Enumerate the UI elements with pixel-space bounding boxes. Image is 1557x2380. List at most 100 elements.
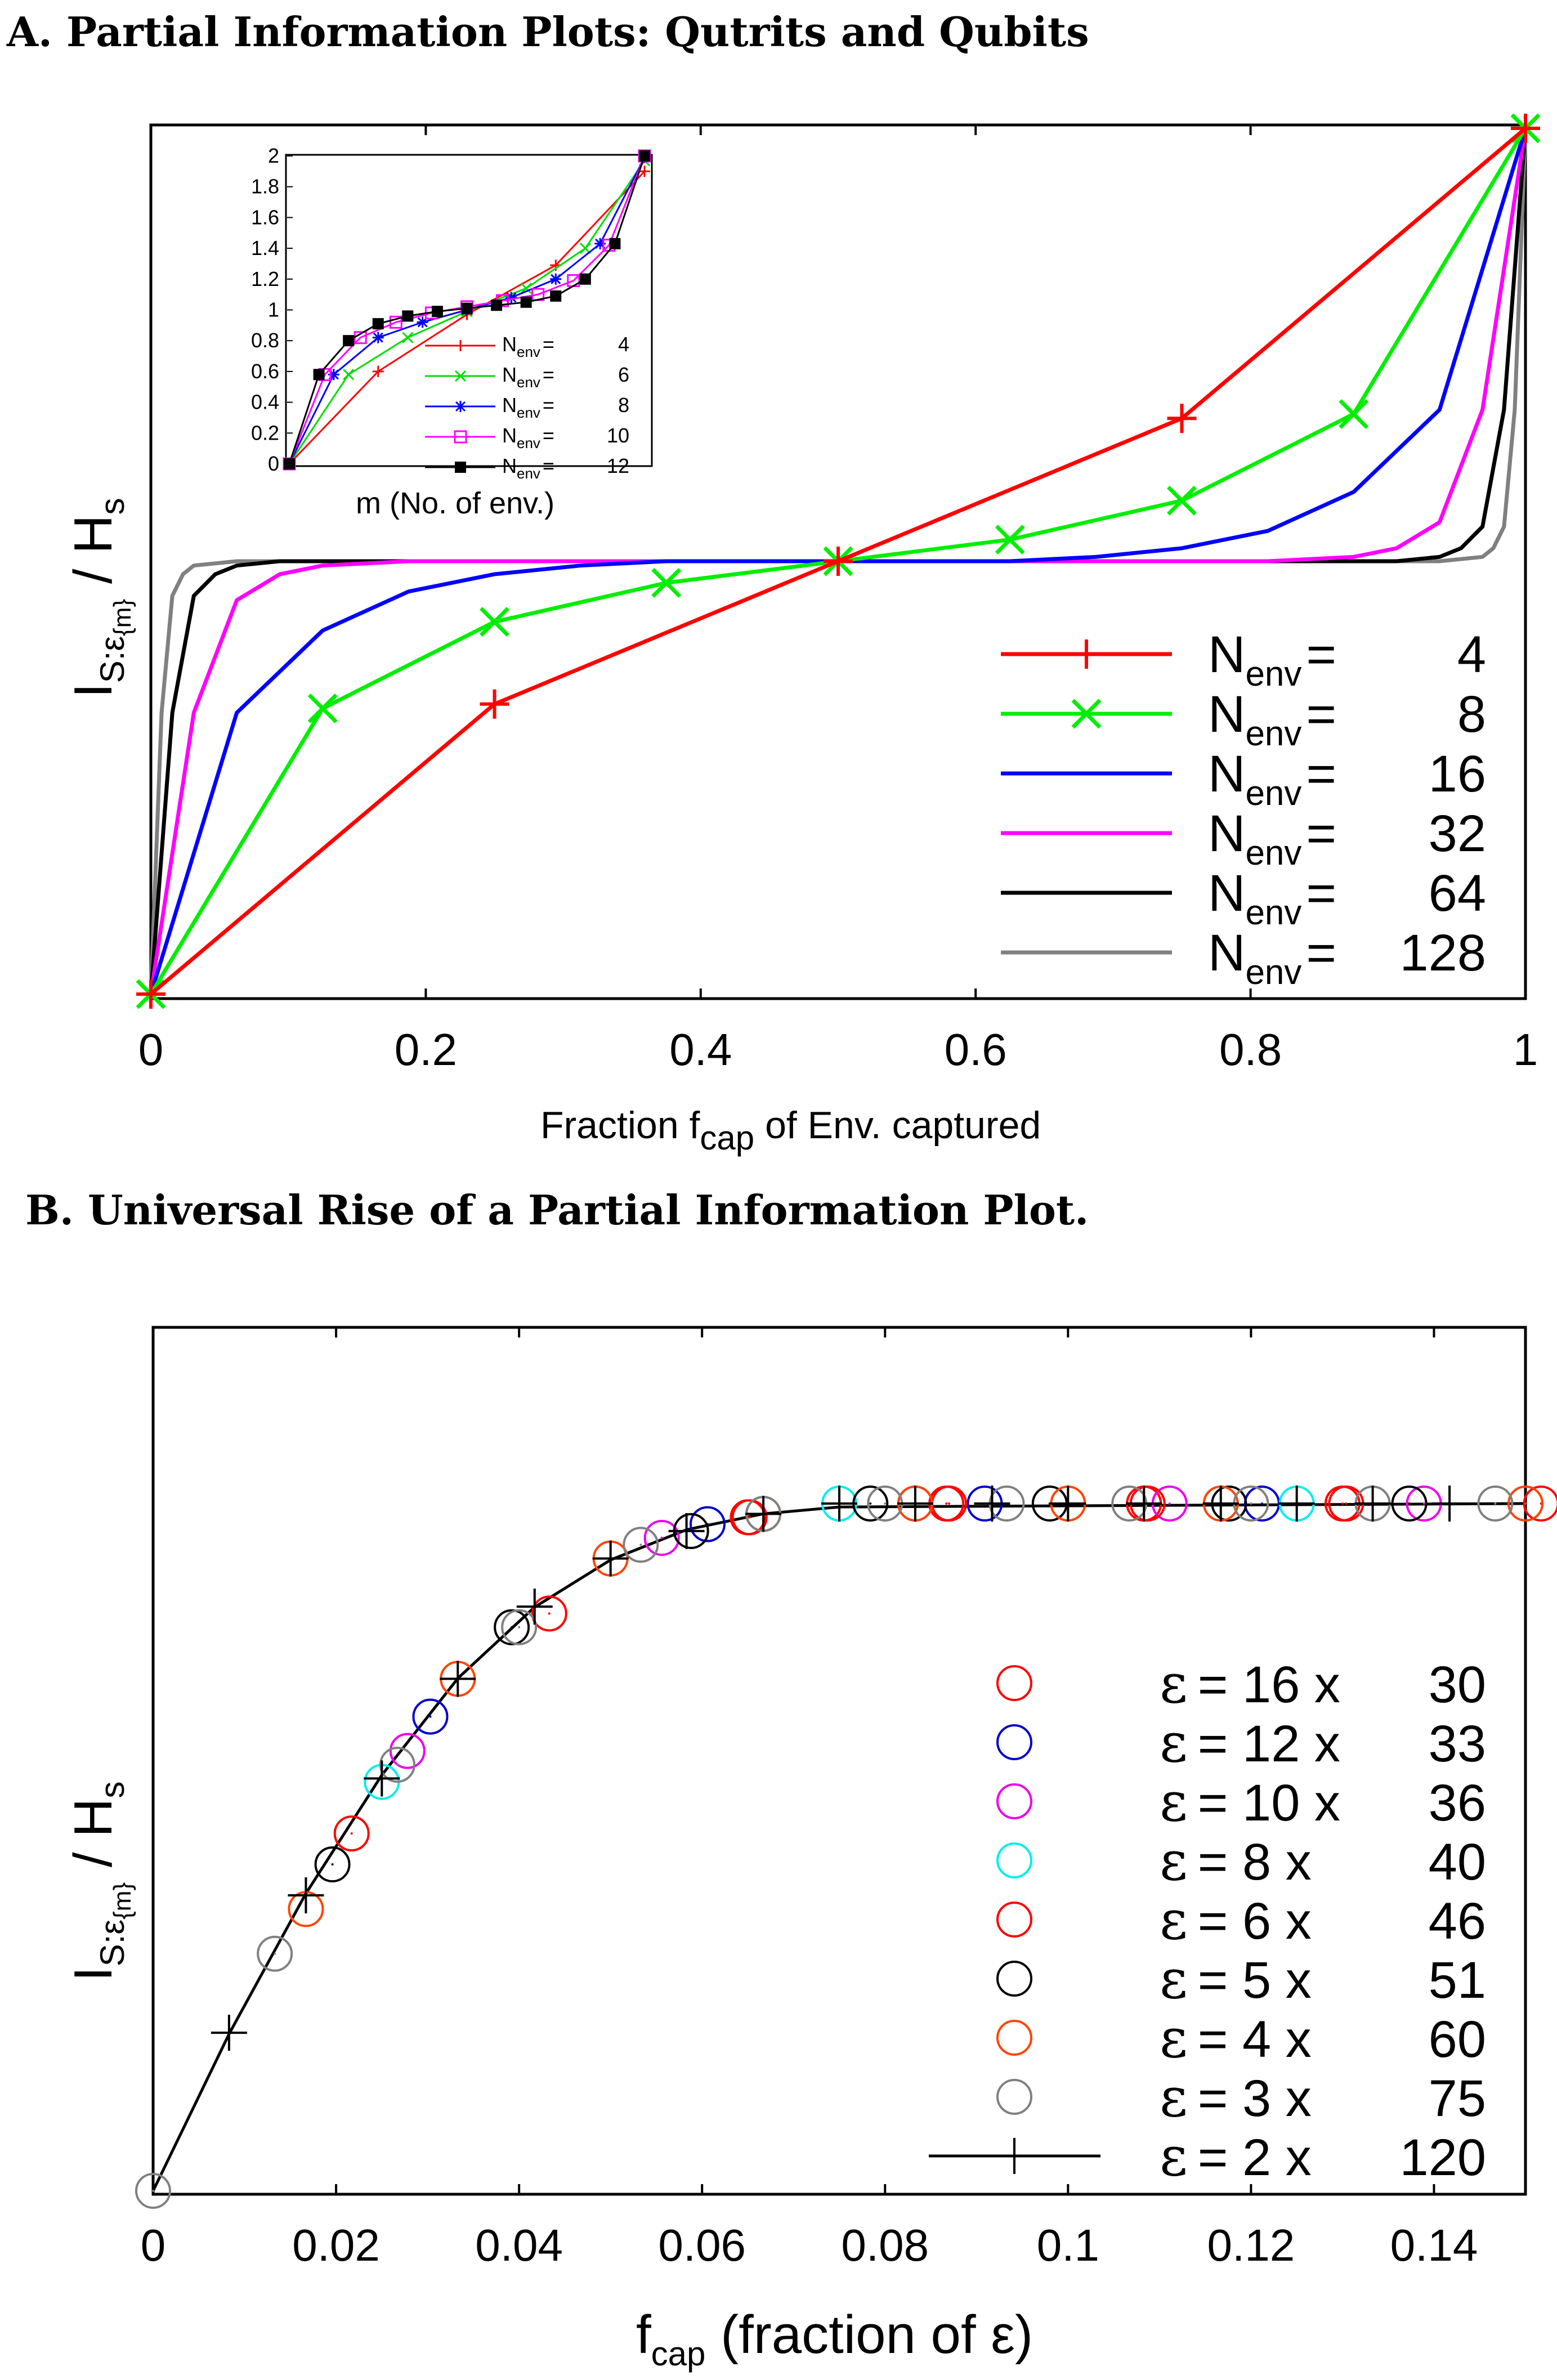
inset-legend-value: 10 bbox=[607, 424, 629, 447]
legend-b-swatch bbox=[996, 1961, 1032, 1997]
panel-b-circle-center bbox=[548, 1612, 551, 1615]
legend-a-label: Nenv= bbox=[1208, 924, 1336, 992]
panel-b-circle-center bbox=[396, 1763, 399, 1766]
panel-b-circle-center bbox=[152, 2190, 154, 2192]
panel-b-circle-marker bbox=[623, 1527, 659, 1563]
legend-a-label: Nenv= bbox=[1208, 865, 1336, 932]
panel-b-circle-marker bbox=[412, 1698, 449, 1735]
inset-series bbox=[283, 149, 651, 471]
legend-b-label: ε = 6 x bbox=[1160, 1889, 1312, 1952]
legend-a-value: 128 bbox=[1400, 924, 1487, 982]
panel-b-x-tick-label: 0 bbox=[141, 2220, 166, 2270]
inset-legend-value: 12 bbox=[607, 454, 629, 477]
panel-b-x-tick-label: 0.04 bbox=[475, 2220, 563, 2270]
panel-b-circle-center bbox=[331, 1863, 334, 1866]
x-marker-b bbox=[307, 693, 338, 723]
legend-a-value: 64 bbox=[1429, 865, 1486, 922]
panel-b-circle-center bbox=[660, 1537, 663, 1540]
legend-b-swatch bbox=[996, 2020, 1032, 2056]
legend-b-label: ε = 4 x bbox=[1160, 2007, 1312, 2070]
x-marker-b bbox=[480, 607, 509, 637]
panel-b-x-ticks: 0 0.02 0.04 0.06 0.08 0.1 0.12 0.14 bbox=[141, 1327, 1478, 2270]
panel-b-circle-marker bbox=[333, 1815, 370, 1852]
panel-b-x-tick-label: 0.12 bbox=[1207, 2220, 1295, 2270]
legend-b-swatch bbox=[996, 1724, 1032, 1760]
inset-y-tick-label: 1 bbox=[268, 298, 279, 321]
panel-b-circle-center bbox=[869, 1502, 872, 1505]
legend-b-label: ε = 5 x bbox=[1160, 1948, 1312, 2011]
panel-b-circle-center bbox=[511, 1626, 513, 1629]
inset-y-tick-label: 0.2 bbox=[251, 421, 279, 444]
panel-a-x-ticks: 0 0.2 0.4 0.6 0.8 1 bbox=[138, 125, 1538, 1075]
panel-b-circle-center bbox=[429, 1715, 432, 1718]
inset-legend-label: Nenv = bbox=[502, 333, 554, 360]
x-marker-b bbox=[1339, 399, 1369, 430]
inset-filled-square-marker bbox=[550, 290, 562, 302]
panel-b-circle-center bbox=[945, 1502, 948, 1505]
inset-filled-square-marker bbox=[313, 369, 325, 381]
inset-filled-square-marker bbox=[491, 299, 503, 311]
legend-a-label: Nenv= bbox=[1208, 686, 1336, 753]
panel-a-x-tick-label: 0 bbox=[138, 1025, 164, 1075]
legend-a-value: 16 bbox=[1429, 745, 1486, 803]
inset-y-tick-label: 0.8 bbox=[251, 329, 279, 352]
inset-y-tick-label: 1.8 bbox=[251, 175, 279, 198]
x-marker-b bbox=[1071, 699, 1102, 729]
panel-b-legend: ε = 16 x 30 ε = 12 x 33 ε = 10 x 36 ε = 8 x 40 ε = 6 … bbox=[929, 1652, 1486, 2188]
panel-b-circle-marker bbox=[379, 1746, 415, 1783]
inset-filled-square-marker bbox=[284, 458, 295, 469]
panel-b-circle-marker bbox=[501, 1609, 538, 1645]
panel-b-points bbox=[135, 1486, 1557, 2209]
legend-b-label: ε = 8 x bbox=[1160, 1829, 1312, 1893]
panel-b-circle-marker bbox=[643, 1520, 680, 1556]
legend-a-label: Nenv= bbox=[1208, 626, 1336, 694]
legend-b-value: 46 bbox=[1429, 1893, 1486, 1950]
panel-b-circle-marker bbox=[689, 1506, 726, 1542]
inset-legend-label: Nenv = bbox=[502, 393, 554, 421]
x-marker-b bbox=[520, 283, 532, 294]
inset-filled-square-marker bbox=[431, 306, 443, 317]
inset-filled-square-marker bbox=[520, 296, 532, 308]
panel-a-x-tick-label: 0.4 bbox=[669, 1025, 732, 1075]
inset-filled-square-marker bbox=[402, 310, 414, 322]
x-marker-b bbox=[343, 369, 355, 381]
panel-b-circle-center bbox=[1408, 1502, 1411, 1505]
panel-b-circle-center bbox=[1345, 1502, 1348, 1505]
legend-b-swatch bbox=[996, 1842, 1032, 1878]
inset-y-tick-label: 0.4 bbox=[251, 391, 279, 414]
inset-y-tick-label: 0.6 bbox=[251, 360, 279, 383]
inset-legend-marker bbox=[454, 430, 467, 444]
legend-b-value: 40 bbox=[1429, 1833, 1486, 1891]
legend-b-label: ε = 3 x bbox=[1160, 2066, 1312, 2129]
panel-b-circle-marker bbox=[257, 1935, 293, 1972]
x-marker-b bbox=[651, 567, 682, 598]
panel-b-circle-center bbox=[1524, 1502, 1527, 1505]
inset-filled-square-marker bbox=[639, 150, 650, 162]
legend-b-value: 75 bbox=[1429, 2070, 1486, 2127]
inset-filled-square-marker bbox=[372, 318, 384, 330]
inset-x-label: m (No. of env.) bbox=[356, 486, 554, 520]
x-marker-b bbox=[373, 332, 383, 343]
inset-filled-square-marker bbox=[461, 302, 473, 314]
legend-b-label: ε = 2 x bbox=[1160, 2125, 1312, 2188]
panel-a-x-tick-label: 0.8 bbox=[1219, 1025, 1282, 1075]
legend-b-label: ε = 10 x bbox=[1160, 1770, 1340, 1833]
inset-y-ticks: 0 0.2 0.4 0.6 0.8 1 1.2 1.4 1.6 1.8 2 bbox=[251, 144, 293, 475]
panel-b-frame bbox=[151, 1326, 1527, 2196]
panel-b-circle-marker bbox=[1477, 1486, 1514, 1522]
panel-b-x-tick-label: 0.06 bbox=[658, 2220, 746, 2270]
panel-b-x-tick-label: 0.14 bbox=[1390, 2220, 1478, 2270]
panel-b-x-tick-label: 0.08 bbox=[841, 2220, 929, 2270]
legend-a-label: Nenv= bbox=[1208, 805, 1336, 873]
panel-a-x-label: Fraction fcap of Env. captured bbox=[540, 1104, 1041, 1157]
panel-b-circle-marker bbox=[314, 1846, 351, 1883]
inset-y-tick-label: 1.4 bbox=[251, 236, 279, 260]
legend-b-value: 36 bbox=[1429, 1774, 1486, 1832]
legend-a-label: Nenv= bbox=[1208, 745, 1336, 813]
inset-legend-value: 8 bbox=[618, 393, 629, 417]
panel-b-y-label: IS:ε{m} / Hs bbox=[63, 1782, 136, 1982]
panel-b-circle-center bbox=[1341, 1502, 1344, 1505]
legend-b-value: 120 bbox=[1400, 2129, 1487, 2186]
panel-b-curve bbox=[151, 1502, 1526, 2192]
inset-legend-value: 6 bbox=[618, 363, 629, 386]
